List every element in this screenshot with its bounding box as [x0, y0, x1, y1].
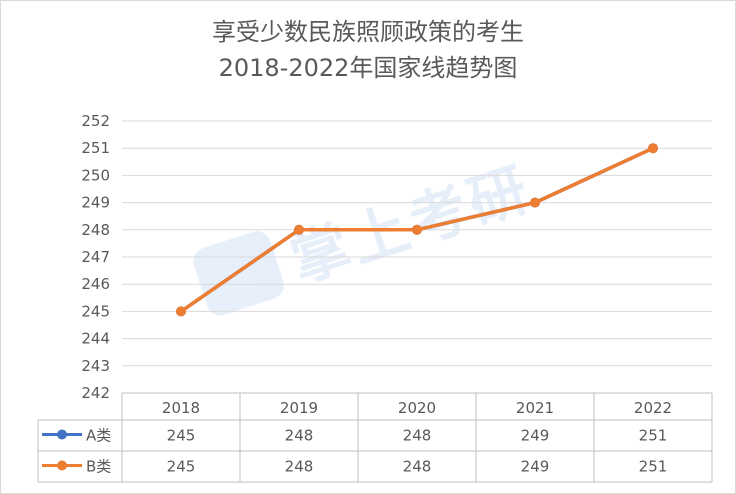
legend-key-marker — [57, 460, 67, 471]
data-table: 2018 2019 2020 2021 2022 A类 245 248 248 249 251 B类 2… — [37, 392, 713, 483]
table-value: 248 — [403, 427, 432, 445]
y-tick-label: 246 — [81, 275, 110, 293]
table-value: 248 — [285, 427, 314, 445]
table-value: 245 — [167, 458, 196, 476]
y-tick-label: 249 — [81, 194, 110, 212]
x-category-label: 2022 — [634, 399, 672, 417]
y-tick-label: 248 — [81, 221, 110, 239]
chart-title-line1: 享受少数民族照顾政策的考生 — [212, 18, 524, 46]
x-category-label: 2018 — [162, 399, 200, 417]
y-tick-label: 244 — [81, 330, 110, 348]
data-point — [648, 143, 658, 154]
data-point — [412, 224, 422, 235]
table-value: 248 — [285, 458, 314, 476]
chart-title: 享受少数民族照顾政策的考生 2018-2022年国家线趋势图 — [0, 14, 736, 86]
y-axis-ticks: 242 243 244 245 246 247 248 249 250 251 252 — [81, 112, 110, 402]
table-value: 251 — [639, 458, 668, 476]
table-value: 245 — [167, 427, 196, 445]
y-tick-label: 247 — [81, 248, 110, 266]
table-value: 248 — [403, 458, 432, 476]
x-category-label: 2020 — [398, 399, 436, 417]
chart-title-line2: 2018-2022年国家线趋势图 — [218, 54, 518, 82]
series-lines — [176, 143, 658, 317]
y-tick-label: 251 — [81, 139, 110, 157]
x-category-label: 2021 — [516, 399, 554, 417]
y-tick-label: 250 — [81, 166, 110, 184]
data-point — [294, 224, 304, 235]
legend-series-name: B类 — [86, 458, 111, 476]
data-point — [530, 197, 540, 208]
table-value: 249 — [521, 427, 550, 445]
data-point — [176, 306, 186, 317]
x-category-label: 2019 — [280, 399, 318, 417]
table-value: 249 — [521, 458, 550, 476]
y-tick-label: 252 — [81, 112, 110, 130]
legend-series-name: A类 — [86, 427, 111, 445]
y-tick-label: 245 — [81, 302, 110, 320]
legend-key-marker — [57, 429, 67, 440]
table-value: 251 — [639, 427, 668, 445]
y-tick-label: 242 — [81, 384, 110, 402]
y-tick-label: 243 — [81, 357, 110, 375]
